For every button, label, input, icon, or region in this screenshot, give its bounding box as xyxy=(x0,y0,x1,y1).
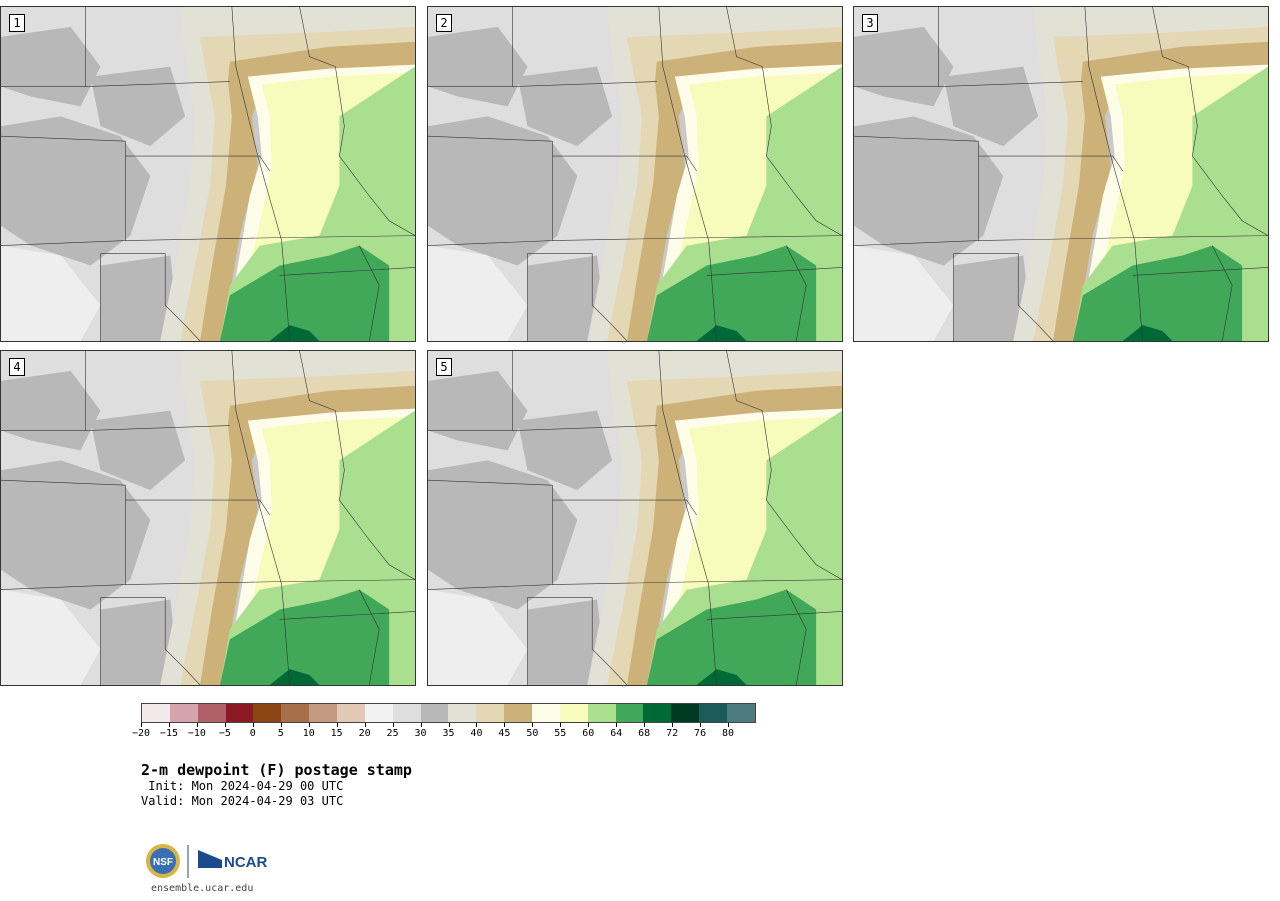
stamp-panel-1: 1 xyxy=(0,6,416,342)
panel-number-5: 5 xyxy=(436,358,452,376)
colorbar-tick xyxy=(532,723,534,727)
colorbar-cell xyxy=(615,704,644,722)
colorbar-tick xyxy=(308,723,310,727)
colorbar-tick-label: 0 xyxy=(249,728,256,739)
colorbar-tick xyxy=(420,723,422,727)
colorbar-tick xyxy=(448,723,450,727)
panel-number-1: 1 xyxy=(9,14,25,32)
colorbar-tick xyxy=(672,723,674,727)
panel-number-2: 2 xyxy=(436,14,452,32)
colorbar-tick xyxy=(224,723,226,727)
colorbar-tick xyxy=(336,723,338,727)
colorbar-tick xyxy=(364,723,366,727)
colorbar-tick xyxy=(252,723,254,727)
colorbar-tick xyxy=(644,723,646,727)
colorbar-tick xyxy=(700,723,702,727)
colorbar-tick-label: 80 xyxy=(722,728,735,739)
colorbar-cell xyxy=(699,704,728,722)
colorbar-cell xyxy=(392,704,421,722)
colorbar-cell xyxy=(337,704,365,722)
stamp-panel-4: 4 xyxy=(0,350,416,686)
colorbar-tick-label: 72 xyxy=(666,728,679,739)
dewpoint-map-2 xyxy=(428,7,842,341)
colorbar-tick xyxy=(141,723,142,727)
colorbar-cell xyxy=(420,704,449,722)
dewpoint-map-5 xyxy=(428,351,842,685)
colorbar-ticks: −20 −15 −10 −5 0 5 10 15 20 25 30 35 40 45 50 55 60 64 68 7… xyxy=(132,723,756,747)
chart-title: 2-m dewpoint (F) postage stamp xyxy=(141,761,412,779)
stamp-panel-5: 5 xyxy=(427,350,843,686)
colorbar-tick-label: 15 xyxy=(330,728,343,739)
colorbar-tick-label: 50 xyxy=(526,728,539,739)
colorbar-cell xyxy=(225,704,254,722)
colorbar-cell xyxy=(169,704,198,722)
colorbar-cell xyxy=(504,704,533,722)
svg-text:NCAR: NCAR xyxy=(224,854,267,871)
colorbar-tick xyxy=(168,723,170,727)
colorbar-cell xyxy=(197,704,226,722)
colorbar-cell xyxy=(559,704,588,722)
colorbar-tick-label: −5 xyxy=(218,728,231,739)
colorbar-cell xyxy=(671,704,700,722)
colorbar-cell xyxy=(587,704,616,722)
colorbar-tick-label: 60 xyxy=(582,728,595,739)
website-url: ensemble.ucar.edu xyxy=(151,883,254,894)
colorbar-tick-label: 55 xyxy=(554,728,567,739)
init-time: Init: Mon 2024-04-29 00 UTC xyxy=(141,779,344,793)
colorbar-cell xyxy=(309,704,338,722)
colorbar-cell xyxy=(727,704,755,722)
svg-text:NSF: NSF xyxy=(153,857,173,868)
dewpoint-map-4 xyxy=(1,351,415,685)
colorbar-tick xyxy=(280,723,282,727)
colorbar-tick xyxy=(476,723,478,727)
nsf-logo: NSF xyxy=(146,844,180,878)
stamp-panel-2: 2 xyxy=(427,6,843,342)
colorbar-tick-label: 45 xyxy=(498,728,511,739)
colorbar-tick-label: 64 xyxy=(610,728,623,739)
panel-number-4: 4 xyxy=(9,358,25,376)
colorbar-tick-label: 40 xyxy=(470,728,483,739)
colorbar-cell xyxy=(532,704,560,722)
colorbar-cell xyxy=(281,704,310,722)
colorbar-tick-label: −10 xyxy=(187,728,206,739)
colorbar-tick-label: 20 xyxy=(358,728,371,739)
colorbar-cell xyxy=(643,704,672,722)
colorbar-tick-label: 25 xyxy=(386,728,399,739)
colorbar-tick xyxy=(616,723,618,727)
colorbar-tick-label: 30 xyxy=(414,728,427,739)
stamp-panel-3: 3 xyxy=(853,6,1269,342)
colorbar-tick-label: 68 xyxy=(638,728,651,739)
colorbar-cell xyxy=(253,704,282,722)
colorbar-tick-label: 10 xyxy=(302,728,315,739)
panel-number-3: 3 xyxy=(862,14,878,32)
colorbar-tick-label: 35 xyxy=(442,728,455,739)
colorbar-tick xyxy=(392,723,394,727)
colorbar-cell xyxy=(142,704,170,722)
valid-time: Valid: Mon 2024-04-29 03 UTC xyxy=(141,794,344,808)
colorbar-tick xyxy=(728,723,730,727)
colorbar-tick xyxy=(588,723,590,727)
colorbar-cell xyxy=(448,704,477,722)
ncar-logo: NCAR xyxy=(198,850,267,871)
colorbar-tick xyxy=(560,723,562,727)
colorbar-tick-label: −20 xyxy=(131,728,151,739)
colorbar-cell xyxy=(364,704,393,722)
colorbar-cell xyxy=(476,704,505,722)
colorbar-tick xyxy=(504,723,506,727)
dewpoint-colorbar xyxy=(141,703,756,723)
nsf-ncar-logos: NSF NCAR xyxy=(146,844,267,878)
colorbar-tick-label: 5 xyxy=(277,728,284,739)
dewpoint-map-3 xyxy=(854,7,1268,341)
colorbar-tick xyxy=(196,723,198,727)
dewpoint-map-1 xyxy=(1,7,415,341)
colorbar-tick-label: 76 xyxy=(694,728,707,739)
colorbar-tick-label: −15 xyxy=(159,728,178,739)
